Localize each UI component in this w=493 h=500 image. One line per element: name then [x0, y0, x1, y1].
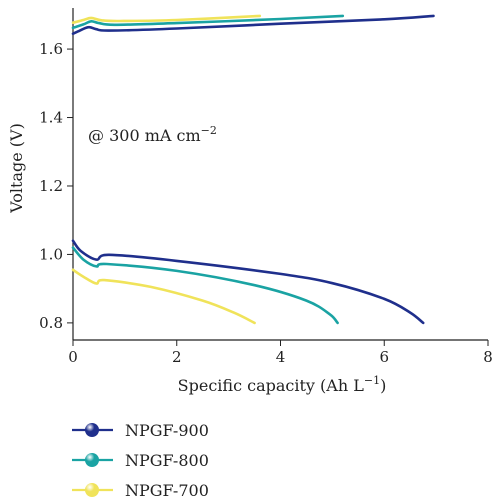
- series-npgf-800-discharge-line: [71, 246, 339, 325]
- x-tick-label: 4: [276, 348, 286, 366]
- y-axis-title: Voltage (V): [7, 123, 26, 214]
- x-tick-label: 6: [379, 348, 389, 366]
- x-axis-title-sup: −1: [364, 374, 380, 387]
- x-tick-label: 8: [483, 348, 493, 366]
- legend-label: NPGF-800: [125, 451, 209, 470]
- series-npgf-700-charge-line: [71, 14, 262, 24]
- y-tick-label: 1.4: [39, 109, 63, 127]
- current-density-annotation: @ 300 mA cm−2: [88, 124, 217, 145]
- x-axis-title-close: ): [380, 376, 386, 395]
- y-tick-label: 1.6: [39, 40, 63, 58]
- legend-label: NPGF-700: [125, 481, 209, 500]
- series-npgf-700-discharge-line: [71, 268, 256, 325]
- plot-frame: [72, 8, 488, 341]
- y-tick-label: 0.8: [39, 314, 63, 332]
- x-axis-title-main: Specific capacity (Ah L: [178, 376, 365, 395]
- legend: NPGF-900 NPGF-800 NPGF-700: [72, 421, 209, 500]
- legend-marker: [85, 423, 99, 437]
- legend-label: NPGF-900: [125, 421, 209, 440]
- series-npgf-900-charge-line: [71, 14, 435, 35]
- series-layer: [71, 14, 435, 325]
- legend-marker: [85, 453, 99, 467]
- y-tick-label: 1.2: [39, 177, 63, 195]
- series-npgf-900-discharge-line: [71, 239, 425, 325]
- annotation-sup: −2: [201, 124, 217, 137]
- y-tick-label: 1.0: [39, 245, 63, 263]
- x-tick-label: 2: [172, 348, 182, 366]
- series-npgf-800-charge-line: [71, 14, 345, 30]
- x-tick-label: 0: [68, 348, 78, 366]
- x-axis-title: Specific capacity (Ah L−1): [178, 374, 387, 395]
- ticks-layer: 0 2 4 6 8 0.8 1.0 1.2 1.4 1.6: [39, 40, 493, 366]
- annotation-main: @ 300 mA cm: [88, 126, 201, 145]
- legend-marker: [85, 483, 99, 497]
